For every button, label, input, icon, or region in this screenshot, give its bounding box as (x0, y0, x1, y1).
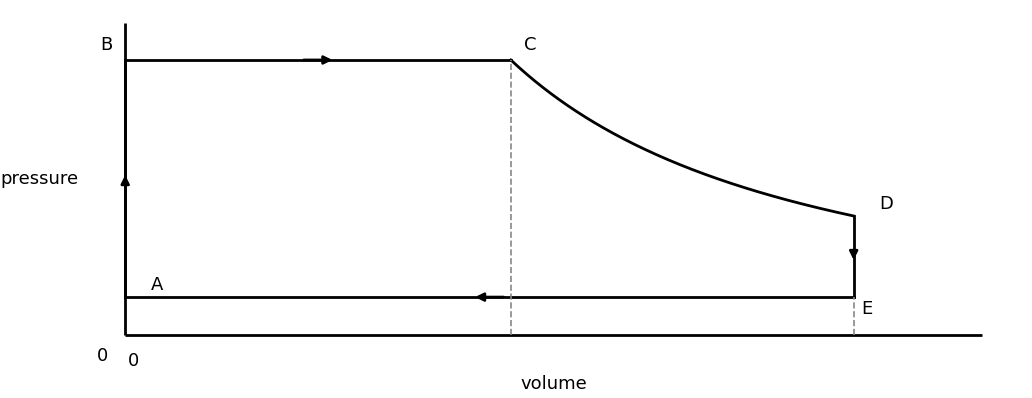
Text: D: D (879, 195, 894, 213)
Text: B: B (100, 36, 112, 54)
Text: 0: 0 (97, 347, 108, 365)
Text: A: A (151, 276, 163, 294)
Text: C: C (523, 36, 537, 54)
Text: 0: 0 (128, 352, 139, 370)
Text: E: E (862, 300, 873, 318)
Text: pressure: pressure (0, 170, 78, 187)
Text: volume: volume (520, 375, 587, 393)
